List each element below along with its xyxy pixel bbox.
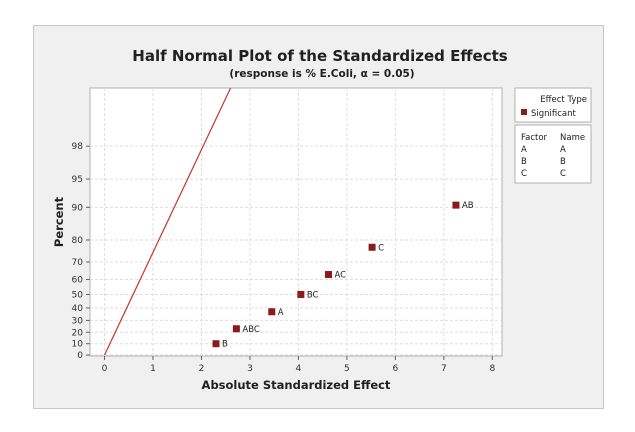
x-tick-label: 6 xyxy=(392,364,398,374)
factor-a: A xyxy=(521,145,527,155)
y-tick-label: 95 xyxy=(72,175,83,185)
point-bc xyxy=(297,290,305,298)
x-tick-label: 1 xyxy=(150,364,156,374)
point-label-abc: ABC xyxy=(242,325,259,335)
y-tick-label: 70 xyxy=(72,258,84,268)
significant-marker xyxy=(521,109,527,115)
point-b xyxy=(212,340,220,348)
factor-b: B xyxy=(521,157,527,167)
x-tick-label: 5 xyxy=(344,364,350,374)
x-axis-ticks: 0 1 2 3 4 5 6 7 8 xyxy=(102,356,495,374)
y-tick-label: 98 xyxy=(72,142,84,152)
point-a xyxy=(268,308,276,316)
y-tick-label: 50 xyxy=(72,290,84,300)
point-abc xyxy=(232,325,240,333)
point-label-b: B xyxy=(222,340,228,350)
chart-title: Half Normal Plot of the Standardized Eff… xyxy=(132,47,507,65)
y-tick-label: 20 xyxy=(72,328,84,338)
y-axis-ticks: 010 20 30 40 50 60 70 80 90 95 98 xyxy=(72,142,90,361)
significant-label: Significant xyxy=(531,109,577,119)
factor-a-name: A xyxy=(560,145,566,155)
factor-legend xyxy=(514,124,592,184)
y-tick-label: 90 xyxy=(72,203,84,213)
x-tick-label: 7 xyxy=(441,364,447,374)
factor-c: C xyxy=(521,169,527,179)
x-tick-label: 2 xyxy=(199,364,205,374)
point-label-c: C xyxy=(378,243,384,253)
factor-header: Factor xyxy=(521,133,548,143)
point-c xyxy=(368,243,376,251)
point-ab xyxy=(452,201,460,209)
x-tick-label: 0 xyxy=(102,364,108,374)
y-tick-label: 80 xyxy=(72,236,84,246)
x-tick-label: 8 xyxy=(489,364,495,374)
plot-area xyxy=(89,87,503,357)
reference-line xyxy=(103,87,232,356)
y-tick-label: 60 xyxy=(72,275,84,285)
y-tick-label: 40 xyxy=(72,304,84,314)
name-header: Name xyxy=(560,133,585,143)
x-tick-label: 4 xyxy=(296,364,302,374)
point-label-a: A xyxy=(278,308,284,318)
y-tick-label: 10 xyxy=(72,340,84,350)
x-axis-label: Absolute Standardized Effect xyxy=(202,378,391,392)
point-label-bc: BC xyxy=(307,290,319,300)
point-label-ab: AB xyxy=(462,201,474,211)
point-label-ac: AC xyxy=(334,271,346,281)
point-ac xyxy=(324,271,332,279)
grid-lines xyxy=(90,88,502,356)
effect-type-title: Effect Type xyxy=(540,95,587,105)
x-tick-label: 3 xyxy=(247,364,253,374)
y-tick-label: 0 xyxy=(77,351,83,361)
chart-subtitle: (response is % E.Coli, α = 0.05) xyxy=(229,68,414,80)
effect-type-legend xyxy=(514,87,592,123)
factor-b-name: B xyxy=(560,157,566,167)
factor-c-name: C xyxy=(560,169,566,179)
y-axis-label: Percent xyxy=(52,196,66,247)
y-tick-label: 30 xyxy=(72,316,84,326)
